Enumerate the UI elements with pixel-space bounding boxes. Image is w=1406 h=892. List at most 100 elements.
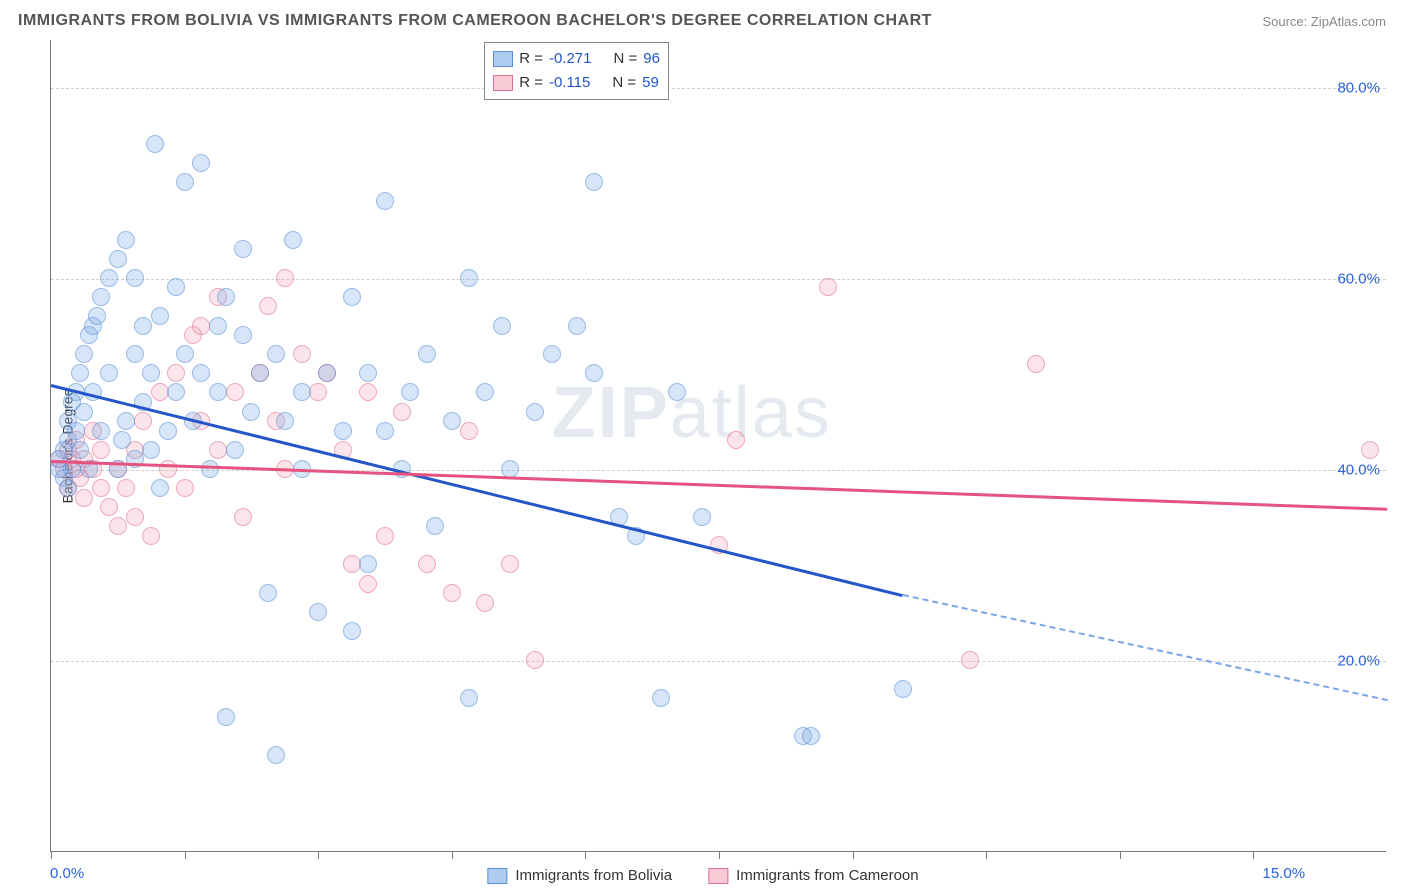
data-point bbox=[75, 489, 93, 507]
data-point bbox=[418, 555, 436, 573]
data-point bbox=[476, 383, 494, 401]
data-point bbox=[393, 403, 411, 421]
data-point bbox=[460, 269, 478, 287]
gridline-h bbox=[51, 661, 1386, 662]
data-point bbox=[501, 555, 519, 573]
data-point bbox=[359, 555, 377, 573]
data-point bbox=[234, 240, 252, 258]
y-tick-label: 20.0% bbox=[1337, 652, 1380, 669]
data-point bbox=[251, 364, 269, 382]
legend-row: R =-0.271N =96 bbox=[493, 47, 660, 71]
data-point bbox=[652, 689, 670, 707]
data-point bbox=[234, 508, 252, 526]
data-point bbox=[668, 383, 686, 401]
y-tick-label: 60.0% bbox=[1337, 270, 1380, 287]
data-point bbox=[293, 383, 311, 401]
data-point bbox=[802, 727, 820, 745]
data-point bbox=[117, 231, 135, 249]
data-point bbox=[819, 278, 837, 296]
data-point bbox=[894, 680, 912, 698]
data-point bbox=[226, 441, 244, 459]
data-point bbox=[276, 412, 294, 430]
data-point bbox=[217, 288, 235, 306]
data-point bbox=[343, 622, 361, 640]
x-tick-label: 15.0% bbox=[1263, 865, 1306, 882]
r-value: -0.115 bbox=[549, 71, 590, 95]
x-tick bbox=[185, 851, 186, 859]
data-point bbox=[359, 575, 377, 593]
watermark-light: atlas bbox=[670, 373, 832, 453]
data-point bbox=[1027, 355, 1045, 373]
data-point bbox=[88, 307, 106, 325]
n-value: 96 bbox=[643, 47, 660, 71]
x-tick bbox=[318, 851, 319, 859]
data-point bbox=[126, 269, 144, 287]
data-point bbox=[226, 383, 244, 401]
data-point bbox=[113, 431, 131, 449]
chart-title: IMMIGRANTS FROM BOLIVIA VS IMMIGRANTS FR… bbox=[18, 12, 932, 30]
chart-plot-area: ZIPatlas 20.0% 40.0% 60.0% 80.0% bbox=[50, 40, 1386, 852]
data-point bbox=[176, 479, 194, 497]
data-point bbox=[693, 508, 711, 526]
data-point bbox=[159, 460, 177, 478]
n-label: N = bbox=[614, 47, 638, 71]
n-label: N = bbox=[612, 71, 636, 95]
x-tick-label: 0.0% bbox=[50, 865, 84, 882]
data-point bbox=[242, 403, 260, 421]
data-point bbox=[476, 594, 494, 612]
data-point bbox=[142, 441, 160, 459]
data-point bbox=[401, 383, 419, 401]
data-point bbox=[92, 441, 110, 459]
data-point bbox=[585, 364, 603, 382]
y-tick-label: 80.0% bbox=[1337, 79, 1380, 96]
r-label: R = bbox=[519, 47, 543, 71]
x-tick bbox=[986, 851, 987, 859]
data-point bbox=[318, 364, 336, 382]
data-point bbox=[109, 250, 127, 268]
watermark-bold: ZIP bbox=[552, 373, 670, 453]
data-point bbox=[727, 431, 745, 449]
data-point bbox=[100, 269, 118, 287]
x-tick bbox=[719, 851, 720, 859]
x-tick bbox=[1120, 851, 1121, 859]
data-point bbox=[142, 364, 160, 382]
source-prefix: Source: bbox=[1262, 14, 1310, 29]
data-point bbox=[192, 154, 210, 172]
data-point bbox=[961, 651, 979, 669]
legend-label: Immigrants from Cameroon bbox=[736, 867, 919, 884]
data-point bbox=[376, 422, 394, 440]
data-point bbox=[75, 345, 93, 363]
data-point bbox=[343, 288, 361, 306]
data-point bbox=[71, 364, 89, 382]
x-tick bbox=[51, 851, 52, 859]
data-point bbox=[134, 317, 152, 335]
data-point bbox=[92, 288, 110, 306]
legend-correlation: R =-0.271N =96R =-0.115N =59 bbox=[484, 42, 669, 100]
data-point bbox=[460, 422, 478, 440]
data-point bbox=[376, 527, 394, 545]
data-point bbox=[67, 422, 85, 440]
data-point bbox=[493, 317, 511, 335]
data-point bbox=[585, 173, 603, 191]
data-point bbox=[284, 231, 302, 249]
data-point bbox=[343, 555, 361, 573]
source-name: ZipAtlas.com bbox=[1311, 14, 1386, 29]
data-point bbox=[176, 173, 194, 191]
data-point bbox=[501, 460, 519, 478]
data-point bbox=[443, 412, 461, 430]
x-tick bbox=[585, 851, 586, 859]
legend-swatch bbox=[493, 51, 513, 67]
y-tick-label: 40.0% bbox=[1337, 461, 1380, 478]
data-point bbox=[151, 307, 169, 325]
data-point bbox=[293, 345, 311, 363]
x-tick bbox=[452, 851, 453, 859]
x-tick bbox=[853, 851, 854, 859]
data-point bbox=[259, 297, 277, 315]
gridline-h bbox=[51, 88, 1386, 89]
data-point bbox=[426, 517, 444, 535]
data-point bbox=[167, 364, 185, 382]
gridline-h bbox=[51, 279, 1386, 280]
legend-item: Immigrants from Cameroon bbox=[708, 867, 919, 884]
data-point bbox=[151, 479, 169, 497]
data-point bbox=[126, 508, 144, 526]
